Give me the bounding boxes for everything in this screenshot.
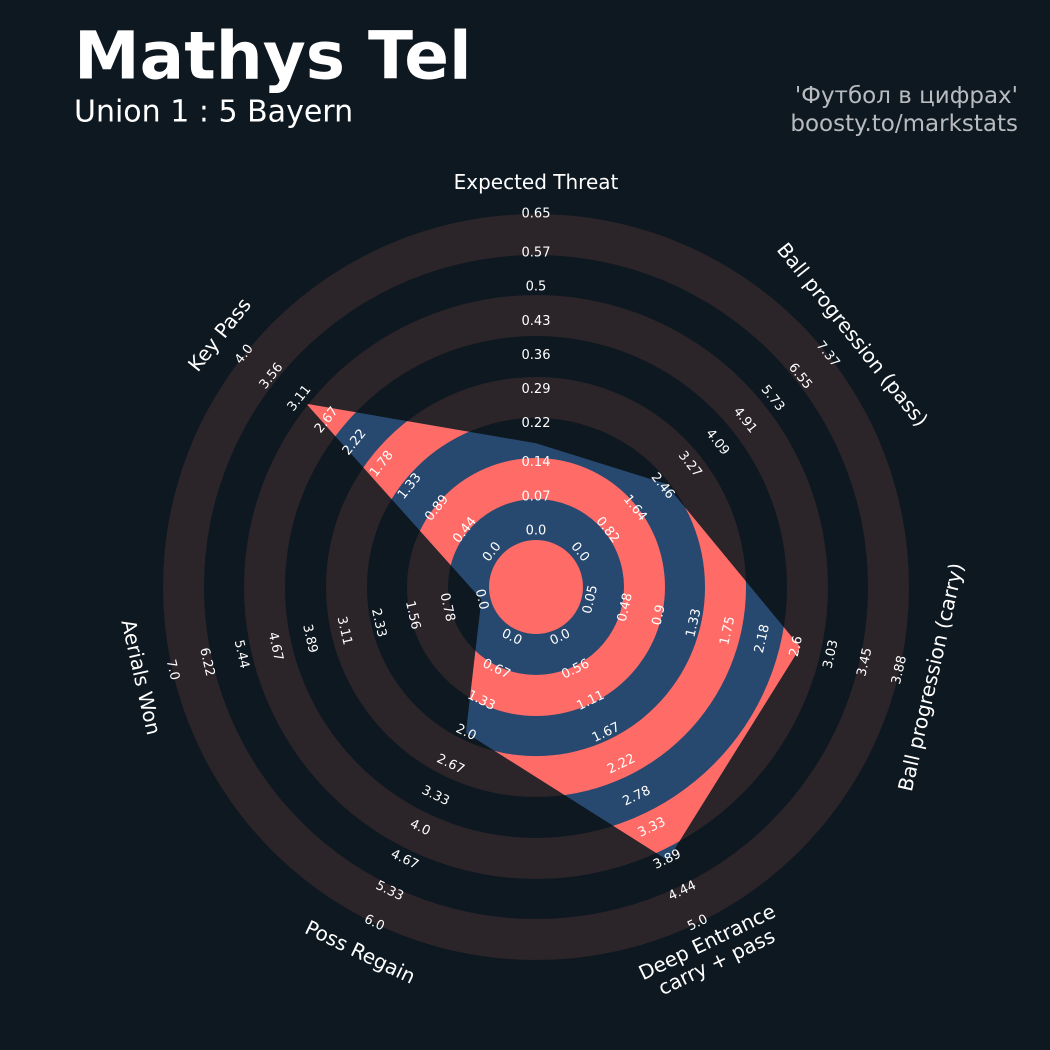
tick-label: 0.36 <box>522 348 551 363</box>
ring-highlight <box>489 540 583 634</box>
tick-label: 0.0 <box>526 524 547 539</box>
tick-label: 0.57 <box>522 246 551 261</box>
tick-label: 0.22 <box>522 416 551 431</box>
tick-label: 2.18 <box>752 623 773 655</box>
tick-label: 3.88 <box>889 654 910 686</box>
tick-label: 6.22 <box>196 646 217 678</box>
tick-label: 1.56 <box>402 599 423 631</box>
tick-label: 2.6 <box>787 635 806 659</box>
tick-label: 3.11 <box>334 615 355 647</box>
tick-label: 7.0 <box>163 658 182 682</box>
tick-label: 3.03 <box>821 639 842 671</box>
tick-label: 1.75 <box>717 615 738 647</box>
tick-label: 0.07 <box>522 489 551 504</box>
tick-label: 3.89 <box>299 623 320 655</box>
tick-label: 0.0 <box>472 588 491 612</box>
tick-label: 0.9 <box>650 603 669 627</box>
tick-label: 0.78 <box>436 592 457 624</box>
tick-label: 0.5 <box>526 280 547 295</box>
tick-label: 0.14 <box>522 455 551 470</box>
tick-label: 0.05 <box>580 584 601 616</box>
tick-label: 0.29 <box>522 382 551 397</box>
credit: 'Футбол в цифрах' <box>795 83 1018 109</box>
tick-label: 3.45 <box>854 646 875 678</box>
tick-label: 0.48 <box>615 592 636 624</box>
credit: boosty.to/markstats <box>790 111 1018 137</box>
tick-label: 0.43 <box>522 314 551 329</box>
tick-label: 1.33 <box>683 607 704 639</box>
tick-label: 5.44 <box>231 639 252 671</box>
tick-label: 0.65 <box>522 207 551 222</box>
axis-label: Expected Threat <box>454 170 619 194</box>
tick-label: 4.67 <box>265 631 286 663</box>
tick-label: 2.33 <box>368 607 389 639</box>
chart-title: Mathys Tel <box>74 18 472 95</box>
chart-subtitle: Union 1 : 5 Bayern <box>74 95 353 130</box>
